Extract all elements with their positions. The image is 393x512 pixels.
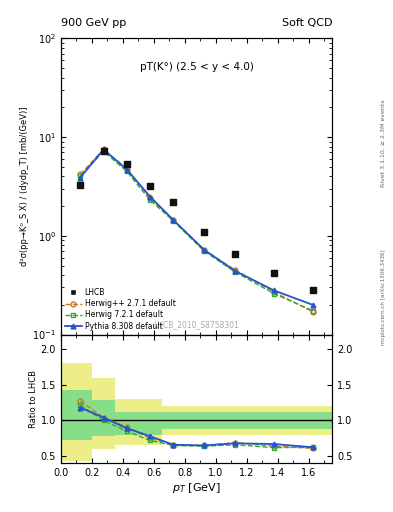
Text: Rivet 3.1.10, ≥ 2.3M events: Rivet 3.1.10, ≥ 2.3M events xyxy=(381,99,386,187)
Point xyxy=(170,198,176,206)
Point xyxy=(232,250,239,259)
Text: mcplots.cern.ch [arXiv:1306.3436]: mcplots.cern.ch [arXiv:1306.3436] xyxy=(381,249,386,345)
Point xyxy=(310,286,316,294)
Legend: LHCB, Herwig++ 2.7.1 default, Herwig 7.2.1 default, Pythia 8.308 default: LHCB, Herwig++ 2.7.1 default, Herwig 7.2… xyxy=(65,288,175,331)
Text: pT(K°) (2.5 < y < 4.0): pT(K°) (2.5 < y < 4.0) xyxy=(140,62,253,72)
Text: LHCB_2010_S8758301: LHCB_2010_S8758301 xyxy=(154,319,239,329)
Point xyxy=(124,160,130,168)
Point xyxy=(271,269,277,277)
X-axis label: $p_T$ [GeV]: $p_T$ [GeV] xyxy=(172,481,221,495)
Text: 900 GeV pp: 900 GeV pp xyxy=(61,18,126,28)
Y-axis label: d²σ(pp→K⁰_S X) / (dydp_T) [mb/(GeV)]: d²σ(pp→K⁰_S X) / (dydp_T) [mb/(GeV)] xyxy=(20,106,29,266)
Point xyxy=(100,147,107,155)
Y-axis label: Ratio to LHCB: Ratio to LHCB xyxy=(29,370,38,428)
Point xyxy=(147,182,153,190)
Point xyxy=(77,181,83,189)
Point xyxy=(201,228,208,236)
Text: Soft QCD: Soft QCD xyxy=(282,18,332,28)
